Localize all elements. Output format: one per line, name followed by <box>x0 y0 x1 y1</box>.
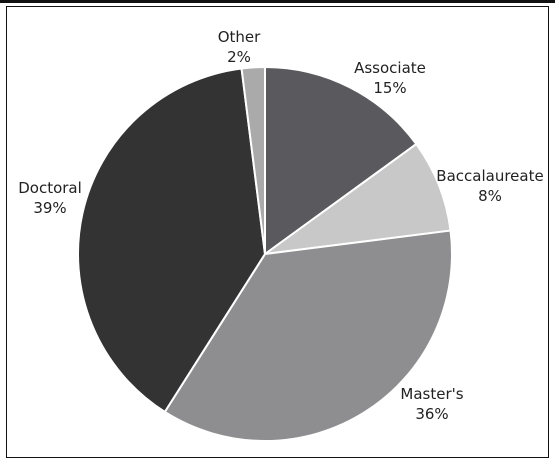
pie-slices <box>77 65 454 442</box>
pie-labels: Associate 15% Baccalaureate 8% Master's 36% Do… <box>18 28 543 423</box>
slice-label-master-s: Master's <box>400 385 463 403</box>
pie-slice-associate <box>264 65 418 256</box>
pie-slice-baccalaureate <box>264 142 452 255</box>
top-border-line <box>0 0 555 3</box>
pie-chart: Associate 15% Baccalaureate 8% Master's 36% Do… <box>18 28 544 442</box>
chart-frame: Associate 15% Baccalaureate 8% Master's 36% Do… <box>6 6 549 458</box>
pie-slice-master-s <box>163 229 454 442</box>
pie-slice-doctoral <box>77 67 267 414</box>
slice-percent-doctoral: 39% <box>33 199 66 217</box>
slice-percent-other: 2% <box>227 48 251 66</box>
slice-percent-baccalaureate: 8% <box>478 187 502 205</box>
slice-label-other: Other <box>218 28 261 46</box>
slice-label-associate: Associate <box>354 59 426 77</box>
slice-label-baccalaureate: Baccalaureate <box>436 167 543 185</box>
slice-label-doctoral: Doctoral <box>18 179 82 197</box>
pie-slice-other <box>240 65 266 255</box>
slice-percent-associate: 15% <box>373 79 406 97</box>
slice-percent-master-s: 36% <box>415 405 448 423</box>
